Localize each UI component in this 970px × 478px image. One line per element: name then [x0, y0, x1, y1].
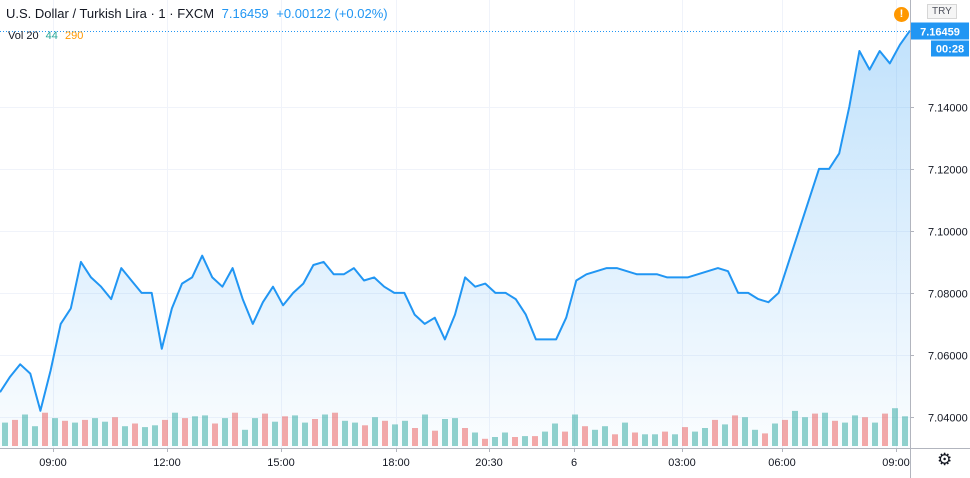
x-tick-label-2: 15:00	[267, 457, 295, 469]
y-tick-label-1: 7.06000	[928, 351, 968, 363]
symbol-legend: U.S. Dollar / Turkish Lira · 1 · FXCM 7.…	[6, 6, 388, 21]
x-tick-label-1: 12:00	[153, 457, 181, 469]
y-tick-label-5: 7.14000	[928, 103, 968, 115]
countdown-badge-text: 00:28	[936, 44, 964, 56]
price-area	[0, 30, 910, 448]
y-tick-label-2: 7.08000	[928, 289, 968, 301]
price-badge	[911, 22, 969, 40]
y-tick-label-4: 7.12000	[928, 165, 968, 177]
x-tick-label-5: 6	[571, 457, 577, 469]
countdown-badge	[931, 40, 969, 57]
volume-legend: Vol 20 44 290	[8, 30, 83, 42]
x-tick-label-0: 09:00	[39, 457, 67, 469]
y-tick-label-0: 7.04000	[928, 413, 968, 425]
x-tick-label-3: 18:00	[382, 457, 410, 469]
volume-label[interactable]: Vol 20	[8, 30, 39, 42]
x-tick-label-7: 06:00	[768, 457, 796, 469]
symbol-title[interactable]: U.S. Dollar / Turkish Lira · 1 · FXCM	[6, 6, 215, 21]
volume-value-2: 290	[64, 30, 84, 42]
price-line	[0, 30, 911, 412]
x-tick-label-4: 20:30	[475, 457, 503, 469]
y-tick-label-3: 7.10000	[928, 227, 968, 239]
exclamation-icon[interactable]: !	[894, 7, 909, 22]
x-tick-label-6: 03:00	[668, 457, 696, 469]
last-price: 7.16459	[221, 6, 269, 21]
currency-badge[interactable]: TRY	[927, 4, 957, 19]
volume-value-1: 44	[45, 30, 58, 42]
x-tick-label-8: 09:00	[882, 457, 910, 469]
price-change: +0.00122 (+0.02%)	[276, 6, 388, 21]
gear-icon[interactable]: ⚙	[937, 450, 953, 469]
price-badge-text: 7.16459	[920, 27, 960, 39]
